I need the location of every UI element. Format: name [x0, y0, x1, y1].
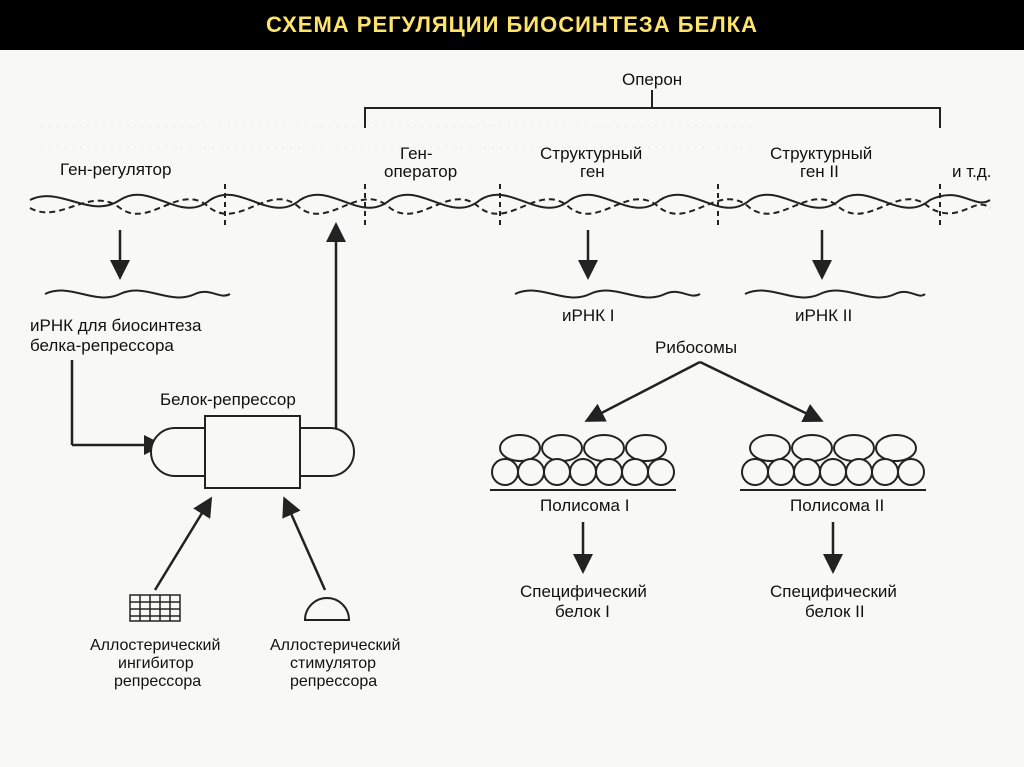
label-repressor: Белок-репрессор: [160, 390, 296, 410]
label-irnk-repress-1: иРНК для биосинтеза: [30, 316, 202, 336]
label-spec-prot-2b: белок II: [805, 602, 865, 622]
label-etc: и т.д.: [952, 162, 992, 182]
label-spec-prot-2a: Специфический: [770, 582, 897, 602]
label-gene-operator-2: оператор: [384, 162, 457, 182]
label-polysome2: Полисома II: [790, 496, 884, 516]
label-inhibitor-1: Аллостерический: [90, 636, 220, 655]
title-bar: СХЕМА РЕГУЛЯЦИИ БИОСИНТЕЗА БЕЛКА: [0, 0, 1024, 50]
label-irnk-repress-2: белка-репрессора: [30, 336, 174, 356]
page-title: СХЕМА РЕГУЛЯЦИИ БИОСИНТЕЗА БЕЛКА: [266, 12, 758, 38]
label-stimulator-1: Аллостерический: [270, 636, 400, 655]
label-stimulator-2: стимулятор: [290, 654, 376, 673]
diagram-area: . . . . . . . . . . . . . . . . . . . . …: [0, 50, 1024, 767]
label-irnk1: иРНК I: [562, 306, 614, 326]
label-spec-prot-1b: белок I: [555, 602, 610, 622]
label-struct-gene-1b: ген: [580, 162, 605, 182]
label-polysome1: Полисома I: [540, 496, 629, 516]
label-stimulator-3: репрессора: [290, 672, 377, 691]
label-operon: Оперон: [622, 70, 682, 90]
label-irnk2: иРНК II: [795, 306, 852, 326]
label-inhibitor-2: ингибитор: [118, 654, 194, 673]
label-inhibitor-3: репрессора: [114, 672, 201, 691]
label-struct-gene-2b: ген II: [800, 162, 839, 182]
label-spec-prot-1a: Специфический: [520, 582, 647, 602]
label-gene-regulator: Ген-регулятор: [60, 160, 171, 180]
label-ribosomes: Рибосомы: [655, 338, 737, 358]
